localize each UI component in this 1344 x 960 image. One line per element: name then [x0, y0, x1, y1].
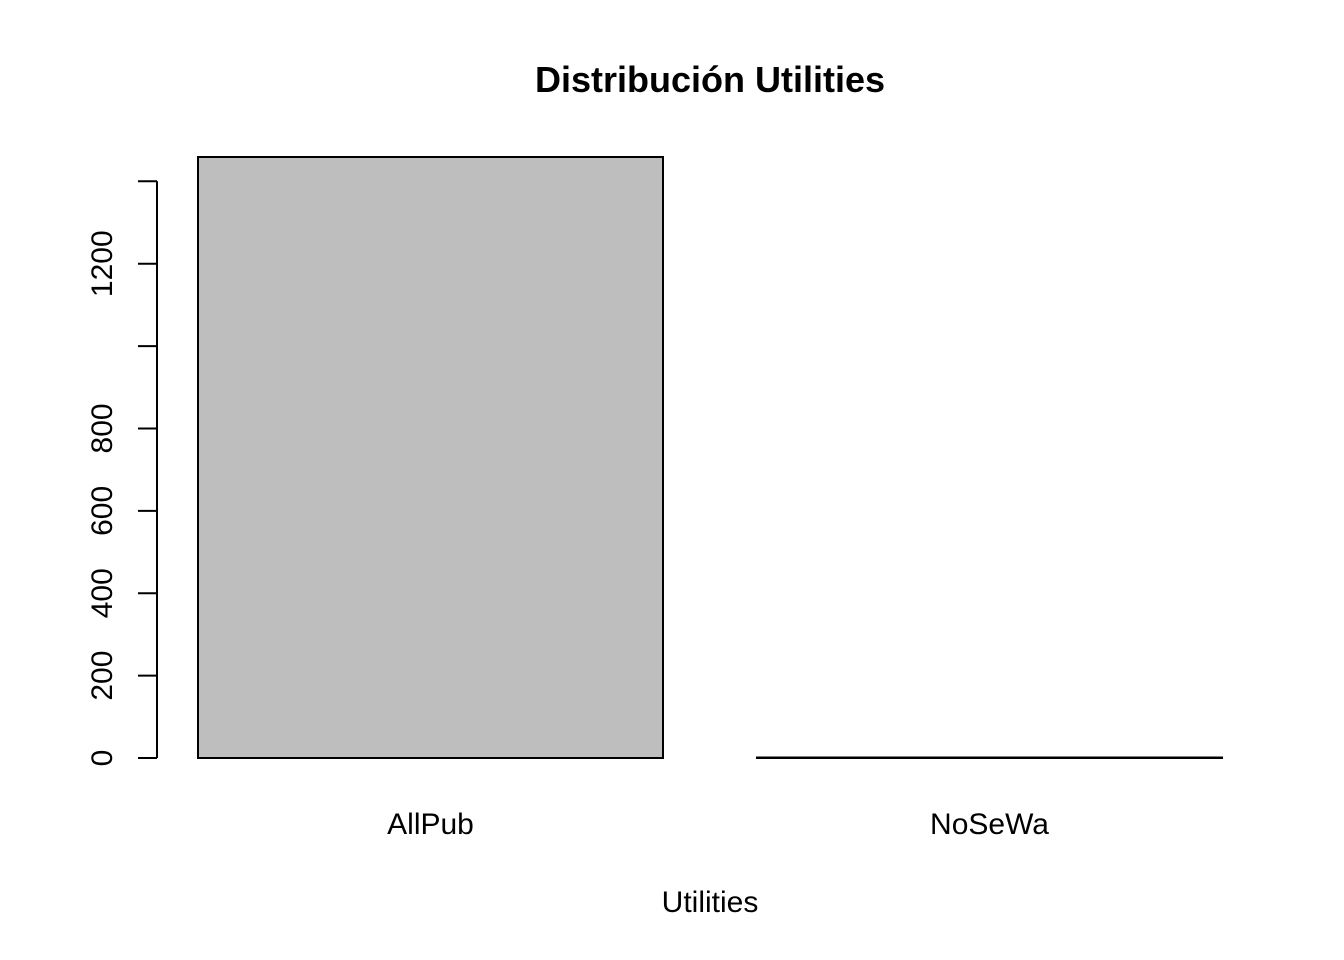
bar-allpub — [197, 156, 664, 759]
y-tick-label: 0 — [86, 750, 119, 767]
y-tick-label: 800 — [86, 403, 119, 453]
y-axis: 0 200 400 600 800 1200 — [86, 180, 158, 767]
y-tick-label: 1200 — [86, 230, 119, 297]
y-tick-label: 600 — [86, 486, 119, 536]
x-axis-label: Utilities — [662, 886, 759, 919]
x-axis-category-labels: AllPub NoSeWa — [387, 808, 1049, 841]
x-tick-label: AllPub — [387, 808, 474, 841]
bars — [197, 156, 1223, 759]
bar-nosewa — [756, 756, 1223, 759]
chart-title: Distribución Utilities — [535, 59, 885, 100]
y-tick-label: 200 — [86, 651, 119, 701]
y-tick-label: 400 — [86, 568, 119, 618]
x-tick-label: NoSeWa — [930, 808, 1049, 841]
